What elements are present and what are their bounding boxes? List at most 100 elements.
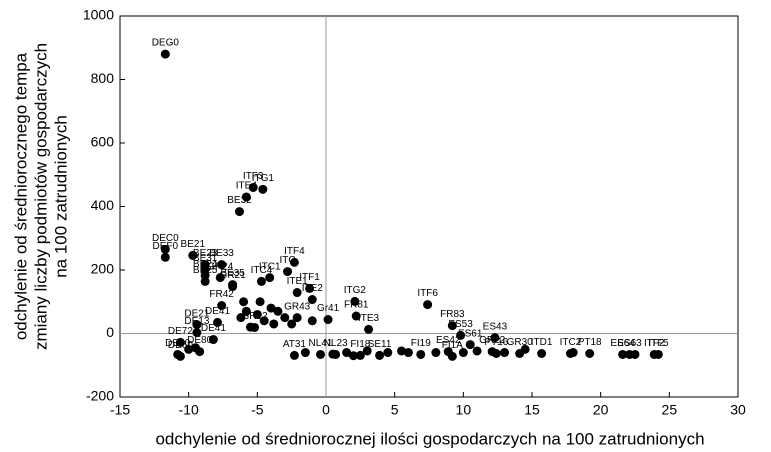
y-axis-label: zmiany liczby podmiotów gospodarczych [31, 43, 50, 350]
y-axis-label: na 100 zatrudnionych [51, 115, 70, 278]
point [265, 273, 275, 283]
point [273, 306, 283, 316]
point [188, 250, 198, 260]
point [256, 276, 266, 286]
point [351, 311, 361, 321]
point [630, 349, 640, 359]
y-tick-label: 0 [106, 324, 114, 340]
x-tick-label: 20 [593, 402, 609, 418]
point-label: ITF5 [648, 338, 669, 349]
point [653, 349, 663, 359]
point-label: ITF3 [243, 171, 264, 182]
point-label: ITG1 [252, 173, 275, 184]
point [447, 321, 457, 331]
point-label: DE41 [205, 306, 230, 317]
point-label: BE33 [209, 248, 234, 259]
point [403, 348, 413, 358]
point-label: ES63 [617, 338, 642, 349]
point [383, 348, 393, 358]
point [355, 350, 365, 360]
point-label: ITF1 [299, 272, 320, 283]
point-label: ITF4 [284, 246, 305, 257]
point [458, 348, 468, 358]
point [348, 351, 358, 361]
point-label: GR43 [284, 301, 311, 312]
point-label: BE32 [227, 195, 252, 206]
point-label: ITC [279, 255, 295, 266]
point [500, 348, 510, 358]
point-label: GR21 [220, 270, 247, 281]
point-label: DE30 [165, 338, 190, 349]
y-axis-label: odchylenie od średniorocznego tempa [11, 52, 30, 340]
point-label: FR83 [440, 309, 465, 320]
y-tick-label: 400 [91, 197, 115, 213]
point [292, 313, 302, 323]
point-label: ITE3 [358, 313, 380, 324]
point-label: DEF0 [153, 241, 179, 252]
point [217, 260, 227, 270]
point [537, 349, 547, 359]
point-label: GR24 [207, 261, 234, 272]
point [252, 309, 262, 319]
point [362, 346, 372, 356]
point-label: ES42 [436, 335, 461, 346]
point-label: BE35 [220, 268, 245, 279]
point [239, 297, 249, 307]
point [287, 319, 297, 329]
point-label: DE41 [201, 323, 226, 334]
point [259, 316, 269, 326]
point [160, 49, 170, 59]
point-label: ITE4 [236, 181, 258, 192]
y-tick-label: -200 [86, 388, 114, 404]
point-label: ES43 [483, 321, 508, 332]
point [456, 330, 466, 340]
point [192, 328, 202, 338]
point-label: NL23 [324, 338, 348, 349]
point-label: FI18 [350, 339, 370, 350]
x-tick-label: 5 [391, 402, 399, 418]
point-label: DE60 [168, 340, 193, 351]
point-label: ITC4 [251, 265, 273, 276]
point-label: DE80 [187, 335, 212, 346]
point [160, 252, 170, 262]
point-label: BE23 [193, 248, 218, 259]
point [175, 351, 185, 361]
x-tick-label: 10 [456, 402, 472, 418]
y-tick-label: 600 [91, 134, 115, 150]
point [307, 316, 317, 326]
point [228, 282, 238, 292]
point [350, 296, 360, 306]
x-tick-label: -10 [179, 402, 199, 418]
y-tick-label: 200 [91, 261, 115, 277]
point [283, 267, 293, 277]
point-label: FR81 [344, 300, 369, 311]
point [447, 351, 457, 361]
point [316, 349, 326, 359]
point-label: ITF2 [644, 338, 665, 349]
point-label: PT16 [484, 337, 508, 348]
x-tick-label: -15 [110, 402, 130, 418]
point [375, 350, 385, 360]
point-label: ITD1 [531, 337, 553, 348]
point [236, 313, 246, 323]
point [289, 350, 299, 360]
point-label: ITE1 [287, 276, 309, 287]
point [208, 335, 218, 345]
point-label: PT18 [578, 337, 602, 348]
point-label: DE13 [184, 316, 209, 327]
point [213, 317, 223, 327]
x-tick-label: 0 [322, 402, 330, 418]
point [431, 348, 441, 358]
x-tick-label: 25 [662, 402, 678, 418]
point [241, 192, 251, 202]
point [491, 349, 501, 359]
point-label: BE21 [181, 239, 206, 250]
point [280, 313, 290, 323]
point [160, 244, 170, 254]
point [289, 257, 299, 267]
point [328, 349, 338, 359]
point [266, 303, 276, 313]
point [215, 273, 225, 283]
point [568, 348, 578, 358]
point-label: NL41 [309, 338, 333, 349]
